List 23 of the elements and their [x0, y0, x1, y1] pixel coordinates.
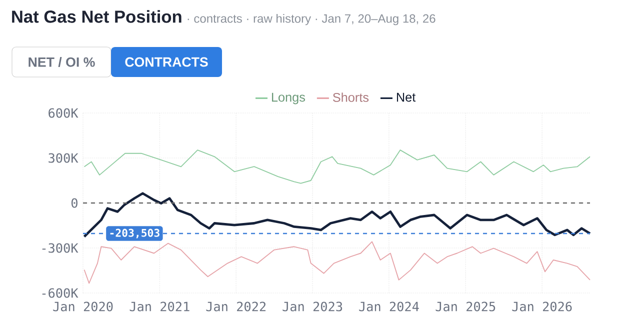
x-tick-label: Jan 2021 [130, 302, 190, 312]
ref-line-label: -203,503 [110, 228, 160, 238]
y-tick-label: 0 [71, 198, 78, 208]
legend-label: Shorts [332, 92, 369, 102]
text: CONTRACTS [125, 57, 208, 67]
y-tick-label: -600K [42, 288, 78, 298]
line-series [84, 241, 590, 284]
chart-subtitle: · contracts · raw history · Jan 7, 20–Aug 18, 26 [188, 14, 436, 26]
x-tick-label: Jan 2025 [436, 302, 496, 312]
x-tick-label: Jan 2020 [53, 302, 113, 312]
legend-label: Longs [272, 92, 305, 104]
text: NET / OI % [28, 57, 95, 67]
line-series [84, 150, 590, 184]
line-series [83, 192, 592, 238]
legend-label: Net [396, 92, 416, 102]
x-tick-label: Jan 2026 [512, 302, 572, 312]
x-tick-label: Jan 2024 [359, 302, 419, 312]
x-tick-label: Jan 2023 [282, 302, 342, 312]
y-tick-label: -300K [42, 243, 78, 253]
x-tick-label: Jan 2022 [206, 302, 266, 312]
chart-title: Nat Gas Net Position [12, 10, 182, 23]
y-tick-label: 300K [48, 153, 78, 163]
y-tick-label: 600K [48, 108, 78, 118]
